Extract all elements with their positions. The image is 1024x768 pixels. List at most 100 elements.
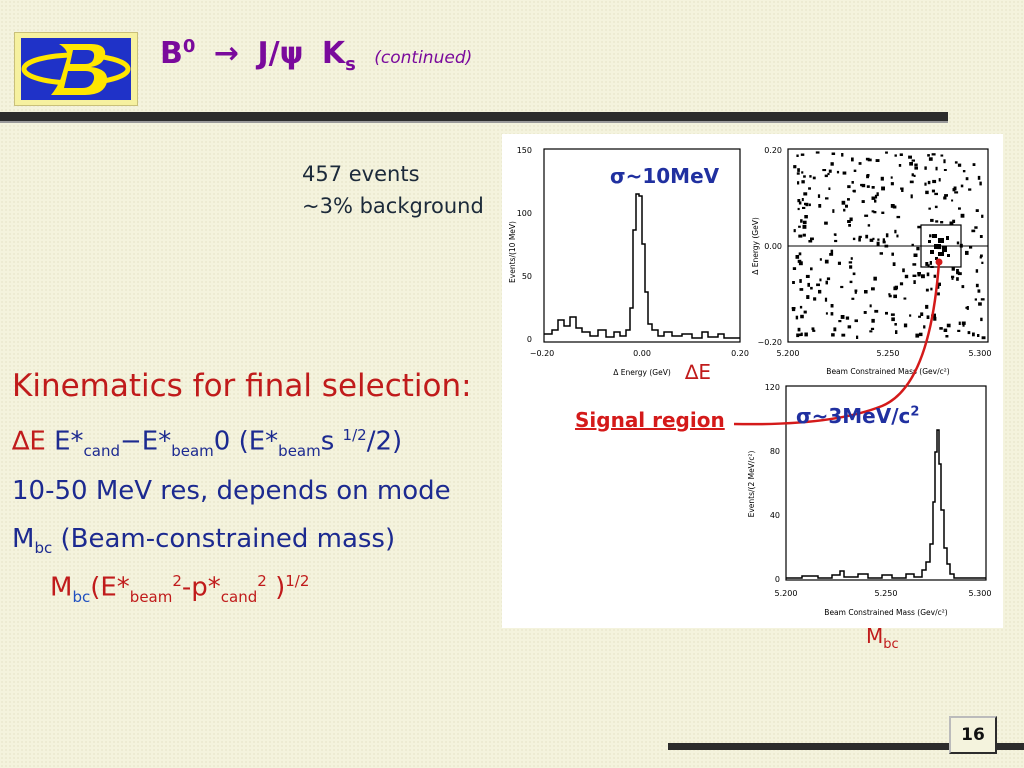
scatter-point	[912, 263, 917, 266]
scatter-point	[832, 209, 835, 213]
scatter-point	[800, 219, 803, 223]
scatter-point	[980, 298, 985, 301]
scatter-point	[930, 287, 933, 291]
scatter-point	[959, 243, 963, 248]
scatter-point	[834, 239, 838, 243]
scatter-point	[974, 298, 977, 301]
scatter-point	[798, 252, 802, 256]
scatter-point	[856, 335, 859, 339]
scatter-point	[919, 332, 923, 337]
scatter-point	[825, 197, 829, 200]
formula-beam-subscript: beam	[129, 587, 173, 606]
scatter-point	[951, 277, 954, 280]
dE-xtick-zero: 0.00	[633, 349, 651, 358]
scatter-point	[799, 279, 802, 283]
scatter-point	[797, 327, 801, 332]
header-rule	[0, 112, 948, 121]
sigma-bottom-text: σ~3MeV/c	[796, 404, 911, 428]
scatter-point	[824, 174, 828, 178]
scatter-point	[896, 215, 901, 219]
scatter-point	[848, 261, 853, 264]
scatter-point	[838, 320, 842, 323]
scatter-point	[837, 261, 841, 265]
scatter-point	[798, 234, 803, 238]
events-count-note: 457 events	[302, 162, 420, 186]
scatter-point	[960, 213, 965, 218]
dE-ytick-0: 0	[527, 335, 532, 344]
signal-region-label: Signal region	[575, 408, 725, 432]
scatter-point	[956, 269, 959, 273]
scatter-point	[936, 285, 940, 289]
mbc-definition-line: Mbc (Beam-constrained mass)	[12, 524, 395, 557]
mbc-axis-m: M	[866, 624, 884, 648]
scatter-point	[913, 174, 916, 177]
scatter-point	[945, 335, 949, 338]
formula-cand-subscript: cand	[220, 587, 258, 606]
mbc-xtick-min: 5.200	[775, 589, 798, 598]
scatter-point	[965, 177, 969, 181]
scatter-point	[908, 155, 912, 159]
scatter-point	[847, 220, 851, 223]
scatter-point	[890, 182, 894, 186]
scatter-xtick-mid: 5.250	[877, 349, 900, 358]
kinematics-heading: Kinematics for final selection:	[12, 368, 472, 404]
scatter-point	[917, 272, 921, 275]
title-b: B	[160, 36, 183, 71]
scatter-point	[805, 202, 809, 207]
scatter-point	[875, 159, 880, 162]
scatter-point	[873, 211, 877, 214]
plots-svg: 150 100 50 0 −0.20 0.00 0.20 Δ Energy (G…	[508, 146, 991, 617]
scatter-point	[874, 199, 877, 203]
scatter-point	[871, 318, 875, 323]
scatter-point	[931, 153, 936, 156]
scatter-point	[914, 166, 918, 170]
scatter-point	[967, 331, 971, 335]
scatter-point	[801, 198, 804, 202]
scatter-point	[833, 233, 837, 236]
scatter-point	[830, 304, 834, 308]
scatter-point	[828, 187, 831, 190]
scatter-point	[926, 315, 930, 319]
scatter-point	[961, 321, 966, 325]
scatter-point	[924, 166, 927, 170]
scatter-point	[831, 333, 835, 337]
mbc-subscript: bc	[34, 539, 53, 558]
scatter-point	[797, 199, 801, 203]
scatter-ytick-max: 0.20	[764, 146, 782, 155]
title-b-superscript: 0	[182, 36, 196, 57]
scatter-point	[824, 259, 829, 264]
scatter-point	[954, 161, 958, 164]
scatter-point	[871, 186, 875, 189]
scatter-point	[915, 333, 920, 338]
scatter-point	[828, 169, 832, 173]
scatter-point	[933, 274, 937, 278]
mbc-ytick-120: 120	[765, 383, 780, 392]
b-logo-icon	[21, 44, 131, 95]
scatter-point	[861, 183, 866, 188]
scatter-point	[865, 234, 869, 239]
scatter-point	[870, 327, 875, 330]
scatter-point	[913, 253, 918, 257]
scatter-point	[931, 189, 935, 193]
sigma-bottom-superscript: 2	[910, 404, 920, 420]
scatter-point	[933, 313, 936, 318]
scatter-point	[854, 289, 858, 292]
scatter-point	[890, 313, 895, 316]
scatter-point	[899, 282, 904, 286]
scatter-point	[873, 276, 877, 281]
scatter-point	[861, 200, 865, 203]
scatter-point	[930, 218, 934, 222]
dE-ylabel: Events/(10 MeV)	[508, 221, 517, 283]
scatter-point	[872, 237, 875, 240]
scatter-point	[841, 333, 846, 337]
scatter-point	[795, 255, 800, 259]
scatter-point	[958, 207, 961, 210]
scatter-point	[851, 181, 854, 184]
title-k: K	[321, 36, 346, 71]
half-power: 1/2	[342, 426, 367, 444]
scatter-point	[827, 172, 830, 176]
dE-xtick-min: −0.20	[530, 349, 555, 358]
scatter-point	[900, 187, 904, 190]
scatter-point	[898, 164, 902, 167]
dE-ytick-100: 100	[517, 209, 532, 218]
